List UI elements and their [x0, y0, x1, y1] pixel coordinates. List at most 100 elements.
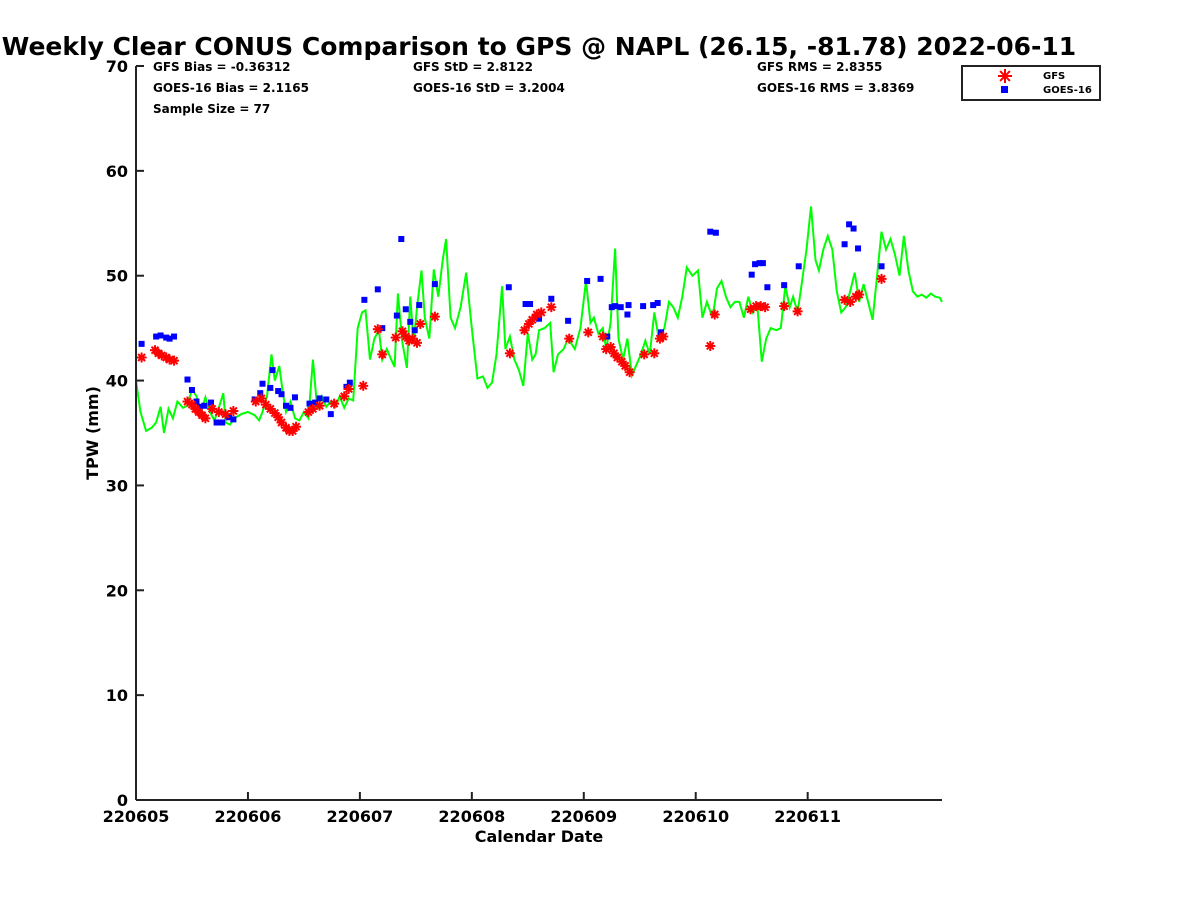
goes16-point	[416, 302, 422, 308]
goes16-point	[626, 302, 632, 308]
goes16-point	[796, 263, 802, 269]
plot-area	[136, 207, 942, 436]
goes16-point	[328, 411, 334, 417]
goes16-point	[139, 341, 145, 347]
gfs-point	[373, 324, 383, 334]
gfs-point	[200, 413, 210, 423]
goes16-point	[214, 420, 220, 426]
gfs-point	[430, 312, 440, 322]
axes	[136, 66, 942, 800]
legend-goes-marker	[1001, 86, 1008, 93]
gfs-point	[377, 349, 387, 359]
gfs-point	[137, 353, 147, 363]
x-axis-label: Calendar Date	[475, 827, 604, 846]
y-tick-label: 30	[106, 476, 128, 495]
gfs-point	[760, 302, 770, 312]
gfs-point	[546, 302, 556, 312]
legend-gfs-label: GFS	[1043, 71, 1065, 82]
goes16-point	[394, 313, 400, 319]
gfs-point	[415, 319, 425, 329]
goes16-point	[640, 303, 646, 309]
goes16-point	[764, 284, 770, 290]
goes16-point	[292, 394, 298, 400]
goes16-point	[855, 245, 861, 251]
goes16-point	[781, 282, 787, 288]
gfs-point	[658, 332, 668, 342]
gfs-point	[358, 381, 368, 391]
goes16-point	[361, 297, 367, 303]
goes16-point	[432, 281, 438, 287]
goes-rms-stat: GOES-16 RMS = 3.8369	[757, 81, 914, 95]
goes16-point	[412, 327, 418, 333]
goes16-point	[565, 318, 571, 324]
goes16-point	[201, 403, 207, 409]
legend-gfs-marker	[998, 69, 1012, 83]
goes16-point	[584, 278, 590, 284]
goes16-point	[407, 319, 413, 325]
goes16-point	[375, 286, 381, 292]
goes16-point	[403, 306, 409, 312]
goes16-point	[618, 304, 624, 310]
goes16-point	[749, 272, 755, 278]
x-tick-label: 220607	[326, 807, 393, 826]
y-axis-label: TPW (mm)	[83, 386, 102, 480]
goes16-point	[713, 230, 719, 236]
gfs-point	[598, 332, 608, 342]
x-tick-label: 220605	[103, 807, 170, 826]
goes-std-stat: GOES-16 StD = 3.2004	[413, 81, 565, 95]
chart-title: Weekly Clear CONUS Comparison to GPS @ N…	[2, 32, 1076, 61]
goes16-point	[270, 367, 276, 373]
legend-goes-label: GOES-16	[1043, 85, 1092, 96]
gfs-point	[564, 334, 574, 344]
y-ticks: 0 10 20 30 40 50 60 70	[106, 57, 144, 810]
tpw-comparison-chart: Weekly Clear CONUS Comparison to GPS @ N…	[0, 0, 1200, 900]
gfs-point	[649, 348, 659, 358]
goes16-point	[612, 303, 618, 309]
x-tick-label: 220606	[215, 807, 282, 826]
gfs-point	[625, 367, 635, 377]
statistics-block: GFS Bias = -0.36312 GOES-16 Bias = 2.116…	[153, 60, 914, 116]
goes16-point	[219, 420, 225, 426]
gfs-point	[315, 401, 325, 411]
gfs-point	[779, 301, 789, 311]
goes-bias-stat: GOES-16 Bias = 2.1165	[153, 81, 309, 95]
goes16-point	[259, 381, 265, 387]
goes16-point	[279, 391, 285, 397]
gfs-point	[169, 356, 179, 366]
gfs-std-stat: GFS StD = 2.8122	[413, 60, 533, 74]
goes16-point	[851, 226, 857, 232]
goes16-point	[323, 396, 329, 402]
goes16-point	[506, 284, 512, 290]
y-tick-label: 50	[106, 267, 128, 286]
gfs-rms-stat: GFS RMS = 2.8355	[757, 60, 882, 74]
goes16-point	[171, 334, 177, 340]
goes16-point	[287, 405, 293, 411]
legend: GFS GOES-16	[962, 66, 1100, 100]
gfs-point	[329, 399, 339, 409]
gfs-point	[291, 422, 301, 432]
gfs-point	[228, 406, 238, 416]
goes16-point	[189, 387, 195, 393]
goes16-point	[548, 296, 554, 302]
gfs-point	[344, 384, 354, 394]
gfs-bias-stat: GFS Bias = -0.36312	[153, 60, 290, 74]
goes16-point	[624, 312, 630, 318]
gfs-point	[710, 310, 720, 320]
goes16-point	[267, 385, 273, 391]
y-tick-label: 70	[106, 57, 128, 76]
gfs-point	[705, 341, 715, 351]
y-tick-label: 10	[106, 686, 128, 705]
x-ticks: 220605 220606 220607 220608 220609 220610 2206…	[103, 792, 841, 826]
gfs-point	[505, 348, 515, 358]
goes16-point	[655, 300, 661, 306]
x-tick-label: 220611	[774, 807, 841, 826]
x-tick-label: 220610	[662, 807, 729, 826]
gfs-point	[536, 307, 546, 317]
y-tick-label: 40	[106, 372, 128, 391]
gfs-point	[793, 306, 803, 316]
gfs-point	[583, 327, 593, 337]
x-tick-label: 220609	[550, 807, 617, 826]
y-tick-label: 20	[106, 581, 128, 600]
x-tick-label: 220608	[438, 807, 505, 826]
gfs-point	[412, 338, 422, 348]
